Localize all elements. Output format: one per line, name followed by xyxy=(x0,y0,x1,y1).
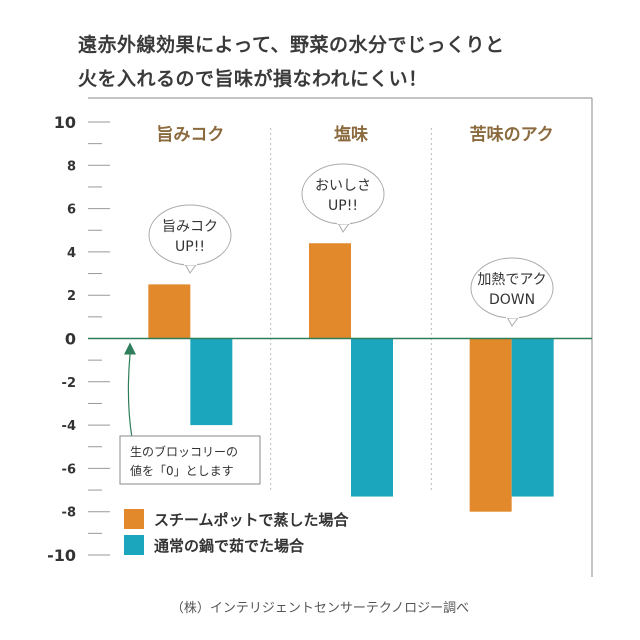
callout-line-2: UP!! xyxy=(175,239,205,255)
callout-tail-mask xyxy=(337,220,350,224)
y-tick-label: -8 xyxy=(62,506,76,521)
bar xyxy=(309,243,351,339)
callout-tail-mask xyxy=(184,261,197,265)
y-tick-label: 10 xyxy=(54,113,76,132)
callout-line-2: UP!! xyxy=(328,198,358,214)
callout-tail-mask xyxy=(506,314,519,318)
legend-swatch xyxy=(124,535,144,555)
bar xyxy=(190,338,233,426)
headline-line-2: 火を入れるので旨味が損なわれにくい！ xyxy=(78,68,428,90)
y-tick-label: -6 xyxy=(62,462,76,477)
y-tick-label: 2 xyxy=(67,289,76,304)
callout-line-2: DOWN xyxy=(489,292,535,308)
annotation-line-2: 値を「0」とします xyxy=(130,463,234,478)
y-tick-label: 0 xyxy=(65,330,76,349)
category-label: 旨みコク xyxy=(156,124,224,145)
annotation-box xyxy=(119,435,261,485)
y-tick-label: -10 xyxy=(47,546,76,565)
callout-line-1: 旨みコク xyxy=(162,219,218,235)
legend-label: スチームポットで蒸した場合 xyxy=(154,511,350,529)
bar xyxy=(351,338,393,497)
headline: 遠赤外線効果によって、野菜の水分でじっくりと 火を入れるので旨味が損なわれにくい… xyxy=(78,28,618,96)
baseline-marker-arrow xyxy=(124,342,136,355)
y-tick-label: 6 xyxy=(67,203,76,218)
callout-bubble xyxy=(148,204,232,266)
callout-line-1: おいしさ xyxy=(315,178,371,194)
y-tick-label: -4 xyxy=(62,419,76,434)
legend-label: 通常の鍋で茹でた場合 xyxy=(154,537,305,555)
bar xyxy=(511,338,554,497)
y-tick-label: 4 xyxy=(67,246,76,261)
legend-swatch xyxy=(124,509,144,529)
category-label: 苦味のアク xyxy=(470,124,554,145)
callout-line-1: 加熱でアク xyxy=(477,272,546,288)
annotation-line-1: 生のブロッコリーの xyxy=(130,444,238,459)
bar xyxy=(148,284,191,339)
category-label: 塩味 xyxy=(334,124,368,145)
callout-bubble xyxy=(470,257,554,319)
bar xyxy=(469,338,512,512)
callout-bubble xyxy=(301,163,385,225)
y-tick-label: -2 xyxy=(62,376,76,391)
source-note: （株）インテリジェントセンサーテクノロジー調べ xyxy=(170,601,470,616)
headline-line-1: 遠赤外線効果によって、野菜の水分でじっくりと xyxy=(78,34,505,56)
annotation-leader-line xyxy=(127,354,133,439)
y-tick-label: 8 xyxy=(67,159,76,174)
